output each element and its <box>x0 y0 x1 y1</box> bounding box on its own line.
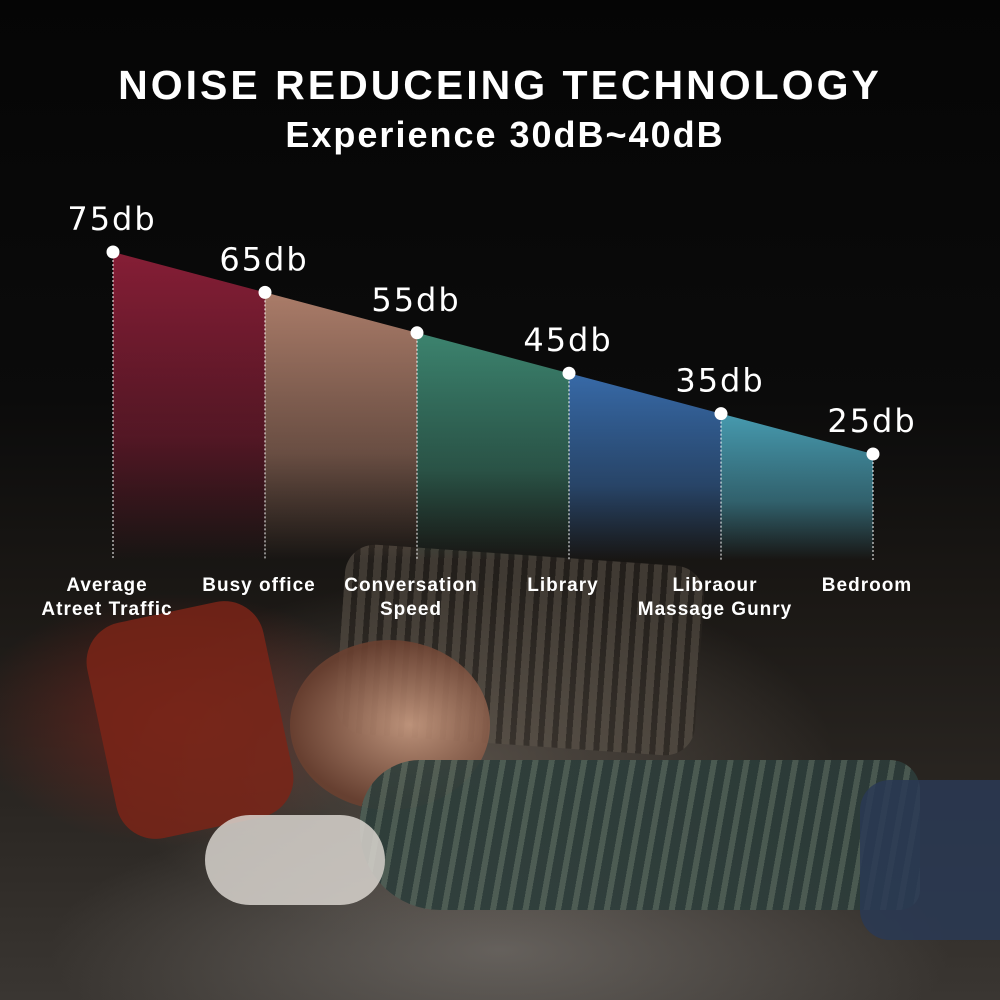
child-striped-shirt <box>360 760 920 910</box>
value-label: 55db <box>371 281 460 319</box>
category-label: Libraour Massage Gunry <box>638 574 793 622</box>
category-label-line: Atreet Traffic <box>41 599 173 620</box>
category-label-line: Conversation <box>344 575 478 596</box>
category-label-line: Speed <box>379 599 443 620</box>
value-label: 35db <box>675 362 764 400</box>
area-band <box>569 373 721 560</box>
category-label-line: Massage Gunry <box>637 599 793 620</box>
data-point <box>258 285 272 299</box>
category-label: Conversation Speed <box>344 574 477 622</box>
value-label: 65db <box>219 240 308 278</box>
area-band <box>113 252 265 560</box>
category-label: Average Atreet Traffic <box>41 574 172 622</box>
category-label-line: Bedroom <box>821 575 913 596</box>
page-title: NOISE REDUCEING TECHNOLOGY <box>118 62 882 108</box>
category-label-line: Busy office <box>202 575 316 596</box>
category-label-line: Libraour <box>672 575 758 596</box>
area-band <box>417 332 569 560</box>
category-label-line: Average <box>66 575 148 596</box>
category-label: Busy office <box>202 574 315 598</box>
area-band <box>721 413 873 560</box>
data-point <box>866 447 880 461</box>
value-label: 25db <box>827 402 916 440</box>
data-point <box>410 326 424 340</box>
value-label: 45db <box>523 321 612 359</box>
category-label: Bedroom <box>822 574 912 598</box>
area-band <box>265 292 417 560</box>
data-point <box>106 245 120 259</box>
child-jeans <box>860 780 1000 940</box>
child-arm <box>205 815 385 905</box>
data-point <box>714 407 728 421</box>
value-label: 75db <box>67 200 156 238</box>
category-label-line: Library <box>527 575 599 596</box>
page-subtitle: Experience 30dB~40dB <box>285 114 725 155</box>
category-label: Library <box>527 574 598 598</box>
data-point <box>562 366 576 380</box>
